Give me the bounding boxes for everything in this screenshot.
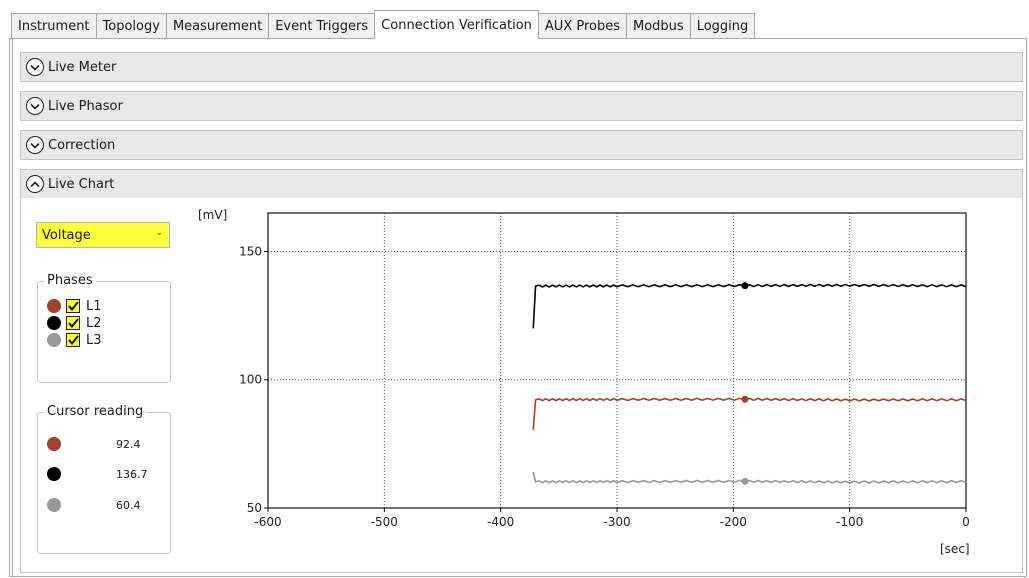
y-tick-label: 50	[247, 501, 262, 515]
tab-topology[interactable]: Topology	[95, 13, 167, 39]
cursor-row-l2: 136.7	[47, 467, 161, 483]
x-unit-label: [sec]	[940, 542, 970, 556]
x-tick-label: -500	[371, 515, 398, 529]
chevron-down-icon: ⌄	[155, 228, 163, 238]
x-tick-label: -400	[487, 515, 514, 529]
quantity-select[interactable]: Voltage ⌄	[36, 222, 170, 248]
phase-row-l3: L3	[47, 332, 102, 348]
phase-label: L3	[86, 332, 102, 348]
tab-logging[interactable]: Logging	[689, 13, 756, 39]
y-unit-label: [mV]	[198, 208, 227, 222]
expander-live-phasor[interactable]: Live Phasor	[20, 91, 1023, 121]
phase-l2-checkbox[interactable]	[66, 316, 80, 330]
tab-bar: Instrument Topology Measurement Event Tr…	[11, 10, 756, 39]
expander-label: Live Phasor	[48, 98, 123, 114]
phases-group-title: Phases	[44, 273, 96, 288]
expander-label: Live Meter	[48, 59, 117, 75]
tab-connection-verification[interactable]: Connection Verification	[374, 10, 539, 39]
phase-row-l2: L2	[47, 315, 102, 331]
cursor-value: 60.4	[116, 499, 141, 512]
expander-label: Live Chart	[48, 176, 115, 192]
x-tick-label: 0	[962, 515, 970, 529]
cursor-point-1	[741, 395, 749, 403]
phase-color-dot	[47, 467, 61, 481]
cursor-value: 136.7	[116, 468, 148, 481]
cursor-row-l3: 60.4	[47, 498, 161, 514]
expander-label: Correction	[48, 137, 116, 153]
cursor-row-l1: 92.4	[47, 437, 161, 453]
tab-instrument[interactable]: Instrument	[11, 13, 97, 39]
series-line-3	[532, 471, 967, 484]
cursor-point-3	[741, 477, 749, 485]
chevron-down-icon	[26, 97, 44, 115]
y-tick-label: 100	[239, 373, 262, 387]
tab-aux-probes[interactable]: AUX Probes	[537, 13, 627, 39]
phase-row-l1: L1	[47, 298, 102, 314]
series-line-2	[532, 283, 967, 329]
cursor-value: 92.4	[116, 438, 141, 451]
phases-group: Phases L1 L2 L3	[37, 273, 171, 383]
phase-color-dot	[47, 333, 61, 347]
tab-event-triggers[interactable]: Event Triggers	[268, 13, 376, 39]
expander-live-meter[interactable]: Live Meter	[20, 52, 1023, 82]
tab-measurement[interactable]: Measurement	[165, 13, 270, 39]
chevron-down-icon	[26, 136, 44, 154]
phase-label: L1	[86, 298, 102, 314]
x-tick-label: -200	[720, 515, 747, 529]
phase-color-dot	[47, 498, 61, 512]
live-chart-content	[20, 198, 1023, 573]
phase-color-dot	[47, 316, 61, 330]
phase-label: L2	[86, 315, 102, 331]
quantity-select-value: Voltage	[42, 227, 91, 243]
phase-color-dot	[47, 437, 61, 451]
tab-modbus[interactable]: Modbus	[626, 13, 691, 39]
x-tick-label: -300	[603, 515, 630, 529]
phase-color-dot	[47, 299, 61, 313]
phase-l1-checkbox[interactable]	[66, 299, 80, 313]
cursor-reading-group: Cursor reading 92.4 136.7 60.4	[37, 404, 171, 554]
expander-correction[interactable]: Correction	[20, 130, 1023, 160]
x-tick-label: -100	[836, 515, 863, 529]
chevron-down-icon	[26, 58, 44, 76]
cursor-reading-title: Cursor reading	[44, 404, 147, 419]
chevron-up-icon	[26, 175, 44, 193]
series-line-1	[532, 397, 967, 430]
x-tick-label: -600	[254, 515, 281, 529]
phase-l3-checkbox[interactable]	[66, 333, 80, 347]
cursor-point-2	[741, 282, 749, 290]
y-tick-label: 150	[239, 244, 262, 258]
